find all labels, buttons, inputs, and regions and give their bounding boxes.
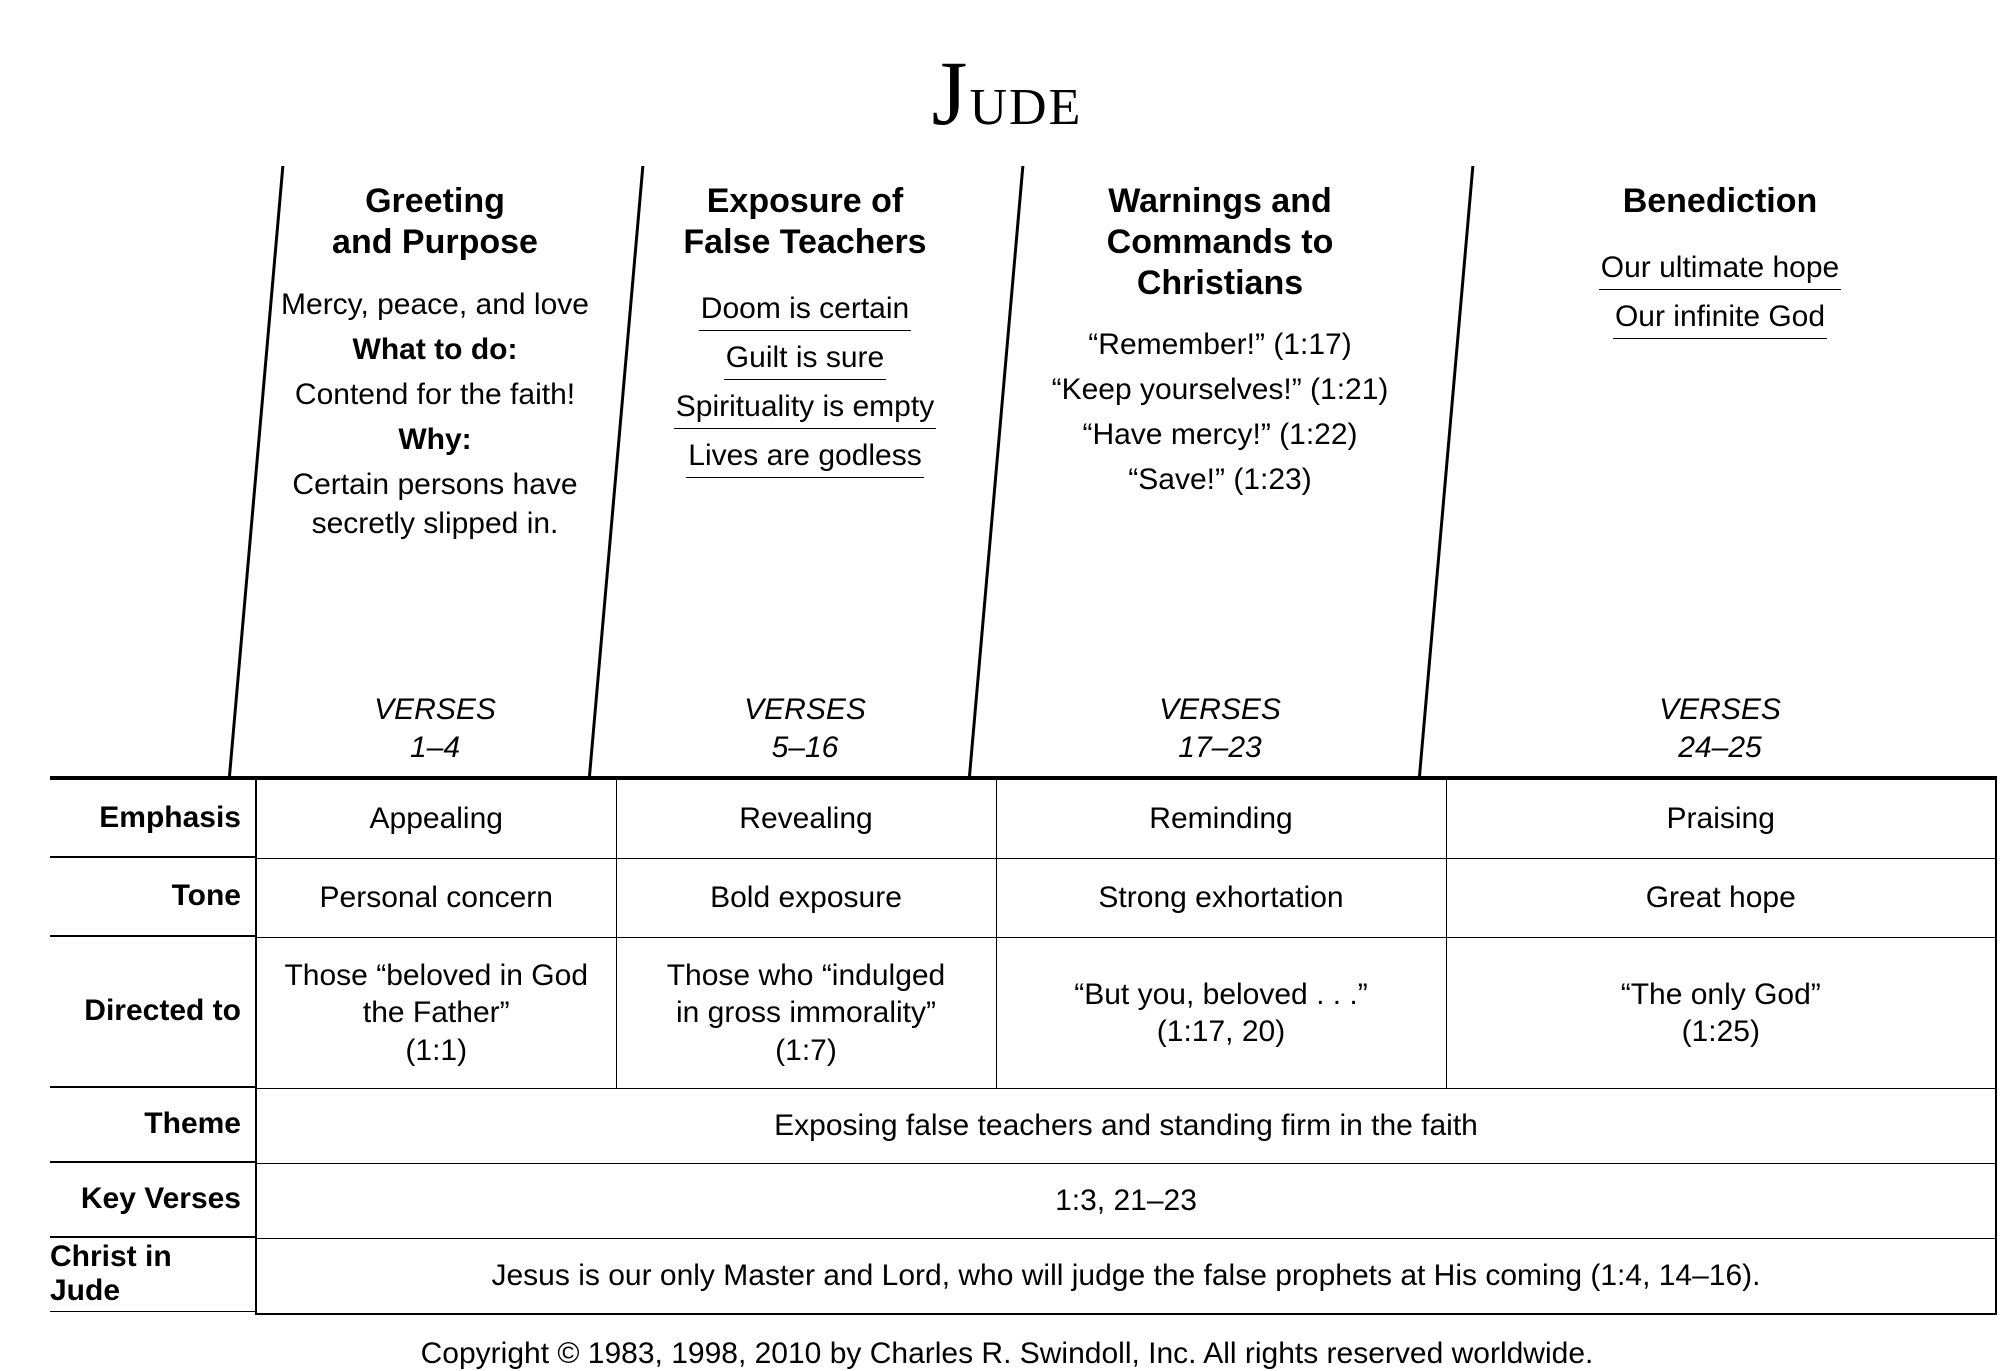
col-body-item: Guilt is sure — [724, 337, 886, 380]
table-cell: Reminding — [996, 778, 1446, 859]
col-body-item: “Remember!” (1:17) — [1013, 325, 1427, 364]
table-cell-span: Jesus is our only Master and Lord, who w… — [256, 1239, 1996, 1315]
col-body-item: Certain persons havesecretly slipped in. — [273, 465, 597, 543]
col-verses-0: VERSES 1–4 — [255, 691, 615, 766]
col-body-item: Spirituality is empty — [674, 386, 936, 429]
row-label: Directed to — [50, 936, 255, 1087]
chart-container: Greetingand Purpose Mercy, peace, and lo… — [255, 166, 1995, 1315]
table-cell: “The only God”(1:25) — [1446, 938, 1996, 1089]
col-head-2: Warnings andCommands toChristians — [1013, 181, 1427, 303]
col-head-3: Benediction — [1463, 181, 1977, 222]
row-label: Christ in Jude — [50, 1237, 255, 1313]
col-body-item: “Have mercy!” (1:22) — [1013, 415, 1427, 454]
table-cell: “But you, beloved . . .”(1:17, 20) — [996, 938, 1446, 1089]
book-title: Jude — [50, 40, 1964, 146]
table-cell: Those who “indulgedin gross immorality”(… — [616, 938, 996, 1089]
col-greeting: Greetingand Purpose Mercy, peace, and lo… — [255, 166, 615, 776]
table-cell: Those “beloved in Godthe Father”(1:1) — [256, 938, 616, 1089]
col-head-0: Greetingand Purpose — [273, 181, 597, 263]
table-cell-span: 1:3, 21–23 — [256, 1164, 1996, 1239]
table-row: Personal concernBold exposureStrong exho… — [256, 859, 1996, 938]
table-cell: Praising — [1446, 778, 1996, 859]
col-verses-3: VERSES 24–25 — [1445, 691, 1995, 766]
table-row: Those “beloved in Godthe Father”(1:1)Tho… — [256, 938, 1996, 1089]
row-label: Emphasis — [50, 776, 255, 857]
table-row: Exposing false teachers and standing fir… — [256, 1089, 1996, 1164]
data-grid: AppealingRevealingRemindingPraisingPerso… — [255, 776, 1997, 1315]
section-headers: Greetingand Purpose Mercy, peace, and lo… — [255, 166, 1995, 776]
col-verses-2: VERSES 17–23 — [995, 691, 1445, 766]
col-body-item: Doom is certain — [699, 288, 911, 331]
col-verses-1: VERSES 5–16 — [615, 691, 995, 766]
table-cell-span: Exposing false teachers and standing fir… — [256, 1089, 1996, 1164]
col-body-item: Why: — [273, 420, 597, 459]
table-row: AppealingRevealingRemindingPraising — [256, 778, 1996, 859]
table-row: 1:3, 21–23 — [256, 1164, 1996, 1239]
col-head-1: Exposure ofFalse Teachers — [633, 181, 977, 263]
col-body-1: Doom is certain Guilt is sure Spirituality… — [633, 285, 977, 481]
col-body-item: Contend for the faith! — [273, 375, 597, 414]
table-cell: Appealing — [256, 778, 616, 859]
col-body-item: What to do: — [273, 330, 597, 369]
col-benediction: Benediction Our ultimate hope Our infinit… — [1445, 166, 1995, 776]
row-label: Key Verses — [50, 1162, 255, 1237]
col-body-item: Lives are godless — [686, 435, 923, 478]
copyright-notice: Copyright © 1983, 1998, 2010 by Charles … — [50, 1337, 1964, 1371]
table-cell: Great hope — [1446, 859, 1996, 938]
col-body-item: “Keep yourselves!” (1:21) — [1013, 370, 1427, 409]
row-label: Theme — [50, 1087, 255, 1162]
table-row: Jesus is our only Master and Lord, who w… — [256, 1239, 1996, 1315]
col-body-0: Mercy, peace, and love What to do: Contend… — [273, 285, 597, 543]
col-exposure: Exposure ofFalse Teachers Doom is certai… — [615, 166, 995, 776]
col-body-item: “Save!” (1:23) — [1013, 460, 1427, 499]
table-cell: Bold exposure — [616, 859, 996, 938]
col-warnings: Warnings andCommands toChristians “Remem… — [995, 166, 1445, 776]
page: Jude Greetingand Purpose Mercy, peace, a… — [0, 0, 2014, 1311]
col-body-2: “Remember!” (1:17) “Keep yourselves!” (1:… — [1013, 325, 1427, 499]
col-body-3: Our ultimate hope Our infinite God — [1463, 244, 1977, 342]
table-cell: Strong exhortation — [996, 859, 1446, 938]
col-body-item: Our ultimate hope — [1599, 247, 1841, 290]
col-body-item: Our infinite God — [1613, 296, 1827, 339]
table-cell: Revealing — [616, 778, 996, 859]
row-labels: EmphasisToneDirected toThemeKey VersesCh… — [50, 776, 255, 1312]
col-body-item: Mercy, peace, and love — [273, 285, 597, 324]
row-label: Tone — [50, 857, 255, 936]
table-cell: Personal concern — [256, 859, 616, 938]
